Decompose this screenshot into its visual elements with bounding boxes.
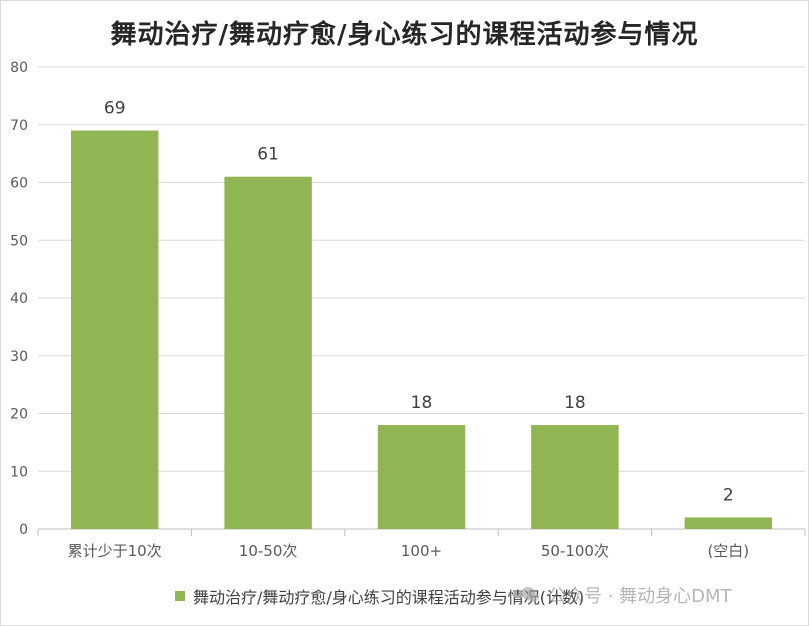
y-tick-label: 50 — [10, 233, 28, 249]
y-tick-label: 20 — [10, 407, 28, 423]
y-tick-label: 0 — [19, 522, 28, 538]
x-tick-label: 100+ — [401, 542, 442, 560]
watermark: 公众号 · 舞动身心DMT — [520, 582, 732, 608]
x-tick-label: 累计少于10次 — [68, 542, 162, 560]
chart-title: 舞动治疗/舞动疗愈/身心练习的课程活动参与情况 — [110, 20, 699, 50]
legend: 舞动治疗/舞动疗愈/身心练习的课程活动参与情况(计数) — [175, 585, 584, 607]
bar — [377, 425, 466, 529]
data-label: 69 — [104, 99, 126, 119]
wechat-icon — [521, 587, 539, 602]
legend-swatch — [175, 591, 185, 601]
gridlines — [38, 66, 805, 472]
y-tick-label: 60 — [10, 176, 28, 192]
data-label: 2 — [723, 485, 734, 505]
bar — [224, 176, 312, 529]
watermark-text: 公众号 · 舞动身心DMT — [548, 586, 732, 607]
x-tick-label: 10-50次 — [239, 542, 298, 560]
y-tick-label: 10 — [10, 464, 28, 480]
x-tick-label: 50-100次 — [541, 542, 609, 560]
data-label: 18 — [564, 393, 586, 413]
labels: 0 10 20 30 40 50 60 70 80 69 累计少于10次 61 10-50次 18 100+… — [10, 60, 749, 560]
data-label: 18 — [411, 393, 433, 413]
bar — [684, 517, 773, 529]
legend-label: 舞动治疗/舞动疗愈/身心练习的课程活动参与情况(计数) — [193, 588, 585, 607]
bars — [70, 130, 773, 529]
bar — [531, 425, 619, 529]
x-tick-label: (空白) — [707, 542, 749, 560]
y-tick-label: 30 — [10, 349, 28, 365]
y-tick-label: 70 — [10, 118, 28, 134]
axes — [37, 528, 806, 536]
y-tick-label: 80 — [10, 60, 28, 76]
y-tick-label: 40 — [10, 291, 28, 307]
data-label: 61 — [257, 145, 279, 165]
bar — [70, 130, 159, 529]
